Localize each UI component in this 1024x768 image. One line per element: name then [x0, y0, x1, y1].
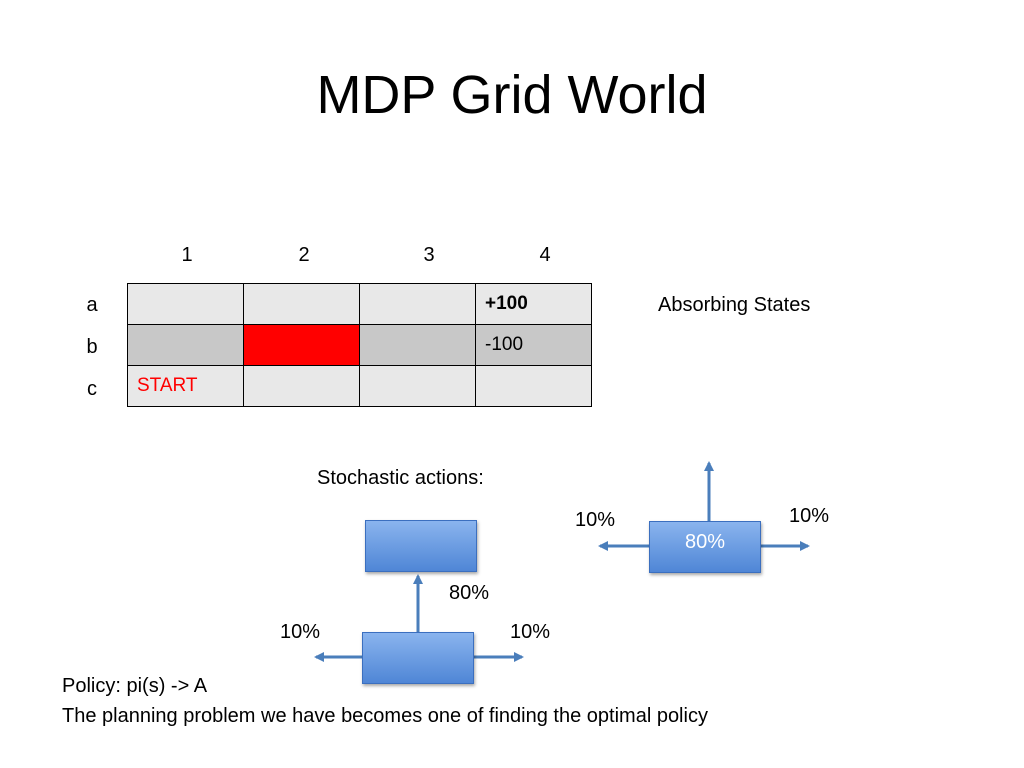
- cell-a3: [359, 283, 476, 325]
- row-header-b: b: [86, 336, 98, 358]
- cell-b1: [127, 324, 244, 366]
- column-header-3: 3: [423, 244, 435, 266]
- forward-probability-label: 80%: [449, 582, 490, 604]
- column-header-4: 4: [539, 244, 551, 266]
- cell-b3: [359, 324, 476, 366]
- action-box: 80%: [649, 521, 761, 573]
- policy-definition: Policy: pi(s) -> A: [62, 675, 208, 697]
- grid-row-a: +100: [127, 283, 592, 325]
- cell-c3: [359, 365, 476, 407]
- slide-title: MDP Grid World: [316, 65, 708, 125]
- cell-b4-penalty: -100: [475, 324, 592, 366]
- grid-world-table: +100 -100 START: [127, 283, 592, 407]
- row-header-c: c: [87, 378, 97, 400]
- action-box-label: 80%: [684, 531, 726, 553]
- stochastic-actions-heading: Stochastic actions:: [317, 467, 484, 489]
- target-state-box: [365, 520, 477, 572]
- policy-description: The planning problem we have becomes one…: [62, 705, 708, 727]
- grid-row-c: START: [127, 365, 592, 407]
- left-probability-label: 10%: [280, 621, 321, 643]
- right-probability-label: 10%: [510, 621, 551, 643]
- cell-b2-wall: [243, 324, 360, 366]
- cell-a1: [127, 283, 244, 325]
- current-state-box: [362, 632, 474, 684]
- right-probability-label-2: 10%: [789, 505, 830, 527]
- cell-c2: [243, 365, 360, 407]
- column-header-1: 1: [181, 244, 193, 266]
- row-header-a: a: [86, 294, 98, 316]
- absorbing-states-label: Absorbing States: [658, 294, 811, 316]
- cell-a4-reward: +100: [475, 283, 592, 325]
- column-header-2: 2: [298, 244, 310, 266]
- grid-row-b: -100: [127, 324, 592, 366]
- cell-c4: [475, 365, 592, 407]
- left-probability-label-2: 10%: [575, 509, 616, 531]
- cell-c1-start: START: [127, 365, 244, 407]
